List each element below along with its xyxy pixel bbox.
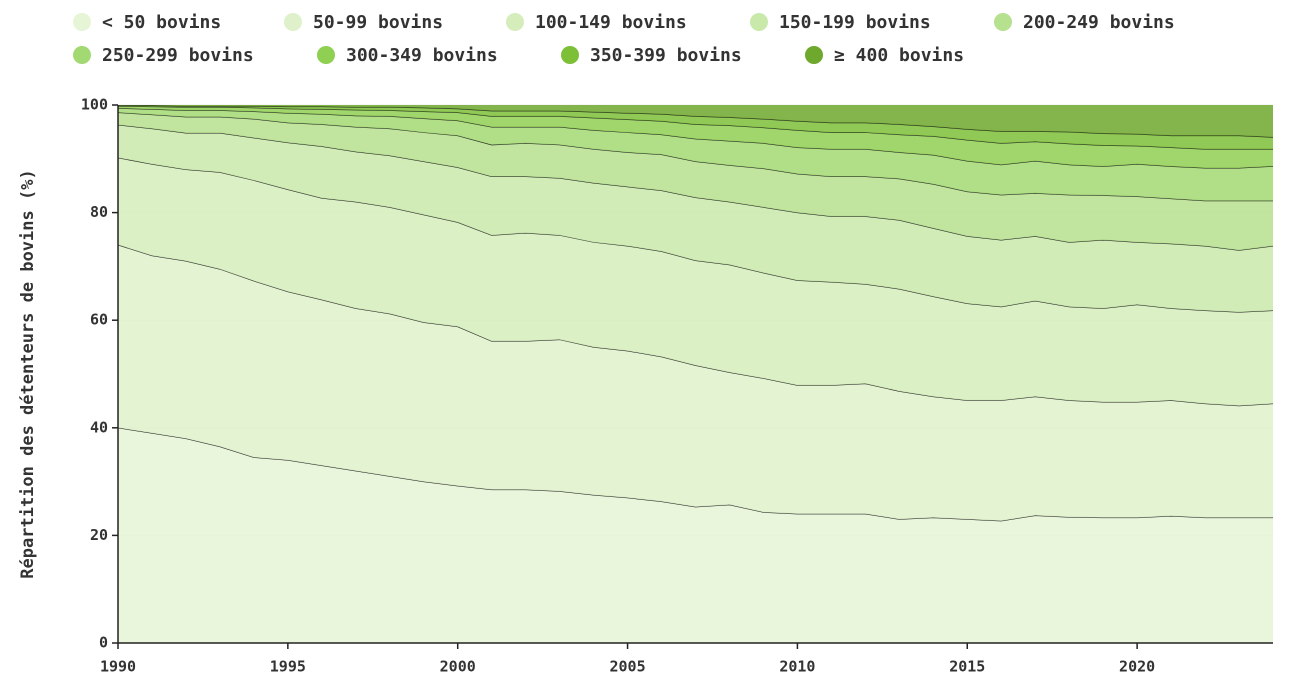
area — [118, 157, 1273, 406]
y-tick-label: 100 — [81, 96, 108, 114]
legend-label: 200-249 bovins — [1023, 12, 1175, 33]
x-tick-label: 1990 — [100, 658, 136, 676]
legend-swatch — [284, 13, 302, 31]
y-tick-label: 20 — [90, 526, 108, 544]
area — [118, 244, 1273, 521]
legend-label: < 50 bovins — [102, 12, 221, 33]
legend-label: 250-299 bovins — [102, 45, 254, 66]
legend-swatch — [805, 46, 823, 64]
y-tick-label: 60 — [90, 311, 108, 329]
area — [118, 108, 1273, 201]
x-tick-label: 2000 — [440, 658, 476, 676]
legend-swatch — [750, 13, 768, 31]
legend-swatch — [994, 13, 1012, 31]
area — [118, 105, 1273, 150]
legend-label: 300-349 bovins — [346, 45, 498, 66]
y-tick-label: 0 — [99, 634, 108, 652]
y-tick-label: 80 — [90, 203, 108, 221]
x-tick-label: 1995 — [270, 658, 306, 676]
area — [118, 124, 1273, 313]
y-axis-label: Répartition des détenteurs de bovins (%) — [18, 169, 38, 578]
x-tick-label: 2020 — [1119, 658, 1155, 676]
legend-label: 50-99 bovins — [313, 12, 443, 33]
x-tick-label: 2005 — [609, 658, 645, 676]
legend-swatch — [73, 46, 91, 64]
area — [118, 105, 1273, 138]
legend-swatch — [317, 46, 335, 64]
legend-label: 150-199 bovins — [779, 12, 931, 33]
legend-label: ≥ 400 bovins — [834, 45, 964, 66]
area — [118, 106, 1273, 168]
legend-label: 350-399 bovins — [590, 45, 742, 66]
legend-swatch — [561, 46, 579, 64]
legend-swatch — [73, 13, 91, 31]
y-tick-label: 40 — [90, 418, 108, 436]
legend-label: 100-149 bovins — [535, 12, 687, 33]
area — [118, 427, 1273, 643]
x-tick-label: 2015 — [949, 658, 985, 676]
legend-swatch — [506, 13, 524, 31]
x-tick-label: 2010 — [779, 658, 815, 676]
area — [118, 112, 1273, 251]
